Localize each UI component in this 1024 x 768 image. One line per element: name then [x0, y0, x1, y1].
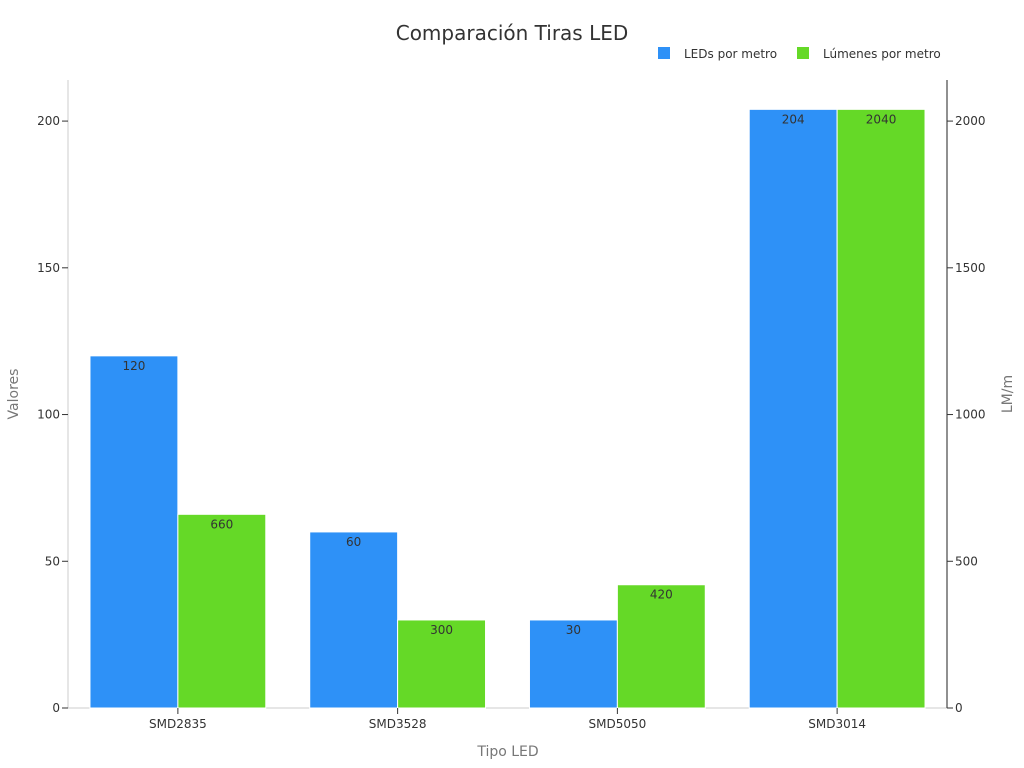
left-tick-label: 150	[37, 261, 60, 275]
right-tick-label: 0	[955, 701, 963, 715]
bar-lumenes-smd3014	[836, 108, 926, 709]
bar-leds-smd2835	[89, 355, 179, 709]
right-y-axis-label: LM/m	[1000, 375, 1016, 413]
left-y-axis-label: Valores	[6, 369, 22, 420]
x-tick-label: SMD5050	[589, 717, 647, 731]
x-axis-label: Tipo LED	[476, 744, 538, 760]
left-tick-label: 200	[37, 114, 60, 128]
legend-label: LEDs por metro	[684, 47, 777, 61]
data-label: 30	[566, 623, 581, 637]
right-tick-label: 1500	[955, 261, 986, 275]
x-tick-label: SMD3528	[369, 717, 427, 731]
bar-lumenes-smd3528	[397, 619, 487, 709]
bars	[89, 108, 926, 709]
bar-leds-smd3528	[309, 531, 399, 709]
right-axis-ticks: 0 500 1000 1500 2000	[947, 114, 986, 715]
data-label: 120	[122, 359, 145, 373]
data-label: 420	[650, 588, 673, 602]
right-tick-label: 500	[955, 554, 978, 568]
legend-swatch	[797, 47, 809, 59]
x-tick-label: SMD3014	[808, 717, 866, 731]
left-tick-label: 50	[45, 554, 60, 568]
bar-leds-smd5050	[528, 619, 618, 709]
data-labels: 120 660 60 300 30 420 204 2040	[122, 112, 896, 637]
data-label: 60	[346, 535, 361, 549]
data-label: 300	[430, 623, 453, 637]
left-axis-ticks: 0 50 100 150 200	[37, 114, 68, 715]
legend: LEDs por metro Lúmenes por metro	[658, 47, 941, 61]
x-tick-label: SMD2835	[149, 717, 207, 731]
chart-title: Comparación Tiras LED	[396, 21, 629, 45]
right-tick-label: 2000	[955, 114, 986, 128]
left-tick-label: 0	[52, 701, 60, 715]
legend-label: Lúmenes por metro	[823, 47, 941, 61]
data-label: 2040	[866, 112, 897, 126]
left-tick-label: 100	[37, 408, 60, 422]
x-axis-ticks: SMD2835 SMD3528 SMD5050 SMD3014	[149, 708, 866, 731]
legend-swatch	[658, 47, 670, 59]
data-label: 660	[210, 517, 233, 531]
right-tick-label: 1000	[955, 408, 986, 422]
bar-lumenes-smd2835	[177, 513, 267, 709]
bar-leds-smd3014	[748, 108, 838, 709]
bar-lumenes-smd5050	[616, 584, 706, 709]
data-label: 204	[782, 112, 805, 126]
